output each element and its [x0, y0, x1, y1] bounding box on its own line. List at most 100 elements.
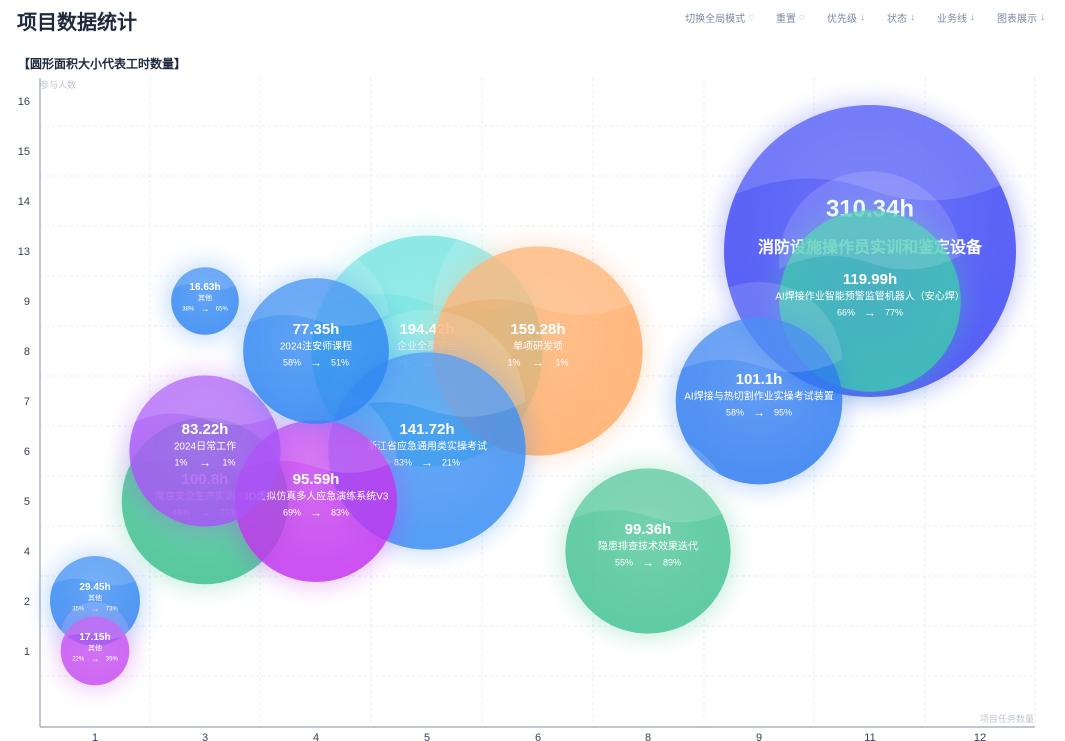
- chevron-down-icon: ↓: [1040, 12, 1045, 23]
- bubble-hours: 17.15h: [79, 632, 110, 643]
- bubble-wave: [60, 601, 130, 640]
- toolbar-item-1[interactable]: 重置 ◌: [776, 10, 805, 25]
- bubble-circle: [171, 267, 239, 335]
- chart-subtitle: 【圆形面积大小代表工时数量】: [18, 57, 187, 71]
- bubble-circle: [675, 317, 843, 485]
- toolbar-item-label: 状态: [887, 14, 907, 25]
- y-tick-label: 1: [24, 646, 30, 658]
- bubble-progress-to: 1%: [555, 357, 568, 367]
- bubble-progress-from: 1%: [507, 357, 520, 367]
- chevron-down-icon: ↓: [910, 12, 915, 23]
- x-tick-label: 9: [756, 732, 762, 741]
- bubble-hours: 141.72h: [399, 421, 454, 438]
- bubble-wave: [433, 201, 643, 315]
- y-axis-label: 参与人数: [40, 79, 76, 90]
- arrow-right-icon: →: [642, 555, 654, 569]
- toolbar: 切换全局模式 ◌ 重置 ◌ 优先级 ↓ 状态 ↓ 业务线 ↓ 图表展示 ↓: [685, 10, 1045, 25]
- bubble-hours: 95.59h: [293, 471, 340, 488]
- arrow-right-icon: →: [864, 305, 876, 319]
- bubble-hours: 101.1h: [736, 371, 783, 388]
- x-tick-label: 5: [424, 732, 430, 741]
- x-tick-label: 8: [645, 732, 651, 741]
- bubble-circle: [60, 616, 130, 686]
- bubble-name: AI焊接与热切割作业实操考试装置: [684, 390, 833, 403]
- toolbar-item-0[interactable]: 切换全局模式 ◌: [685, 10, 754, 25]
- bubble-name: 3D虚拟仿真多人应急演练系统V3: [243, 490, 388, 503]
- bubble-name: 隐患排查技术效果迭代: [598, 540, 698, 553]
- x-tick-label: 4: [313, 732, 319, 741]
- bubble-progress-to: 83%: [331, 507, 349, 517]
- refresh-icon: ◌: [748, 12, 755, 23]
- bubble-progress-to: 51%: [331, 357, 349, 367]
- arrow-right-icon: →: [199, 455, 211, 469]
- toolbar-item-label: 业务线: [937, 14, 967, 25]
- bubble-circle: [565, 468, 731, 634]
- toolbar-item-4[interactable]: 业务线 ↓: [937, 10, 975, 25]
- chevron-down-icon: ↓: [860, 12, 865, 23]
- bubble-progress-from: 58%: [283, 357, 301, 367]
- bubble-hours: 83.22h: [182, 421, 229, 438]
- y-tick-label: 4: [24, 546, 30, 558]
- toolbar-item-label: 切换全局模式: [685, 14, 746, 25]
- bubble[interactable]: 77.35h 2024注安师课程 58% → 51%: [237, 246, 395, 430]
- bubble-progress-from: 83%: [394, 457, 412, 467]
- bubble-name: 2024日常工作: [174, 440, 236, 453]
- x-tick-label: 3: [202, 732, 208, 741]
- reset-icon: ◌: [799, 12, 805, 23]
- toolbar-item-5[interactable]: 图表展示 ↓: [997, 10, 1045, 25]
- y-tick-label: 15: [18, 146, 30, 158]
- bubble-wave: [242, 246, 389, 326]
- bubble[interactable]: 99.36h 隐患排查技术效果迭代 55% → 89%: [559, 433, 737, 640]
- bubble-hours: 16.63h: [189, 282, 220, 293]
- arrow-right-icon: →: [753, 405, 765, 419]
- bubble-name: AI焊接作业智能预警监管机器人（安心焊）: [775, 290, 964, 303]
- bubble-progress-from: 1%: [174, 457, 187, 467]
- bubble-name: 其他: [88, 643, 102, 652]
- toolbar-item-3[interactable]: 状态 ↓: [887, 10, 915, 25]
- bubble-wave: [565, 433, 731, 523]
- bubble-progress-to: 77%: [885, 307, 903, 317]
- bubble-wave: [675, 282, 843, 373]
- x-tick-label: 1: [92, 732, 98, 741]
- bubble-name: 浙江省应急通用类实操考试: [367, 440, 487, 453]
- toolbar-item-label: 重置: [776, 14, 797, 25]
- bubble-progress-from: 22%: [72, 657, 85, 663]
- bubble-circle: [129, 375, 281, 527]
- bubble[interactable]: 101.1h AI焊接与热切割作业实操考试装置 58% → 95%: [669, 282, 849, 491]
- bubble-progress-from: 66%: [837, 307, 855, 317]
- bubble-progress-from: 55%: [615, 557, 633, 567]
- bubble-name: 2024注安师课程: [280, 340, 352, 353]
- bubble-progress-from: 35%: [72, 607, 85, 613]
- bubble-progress-to: 65%: [216, 307, 229, 313]
- x-tick-label: 11: [864, 732, 875, 741]
- y-tick-label: 13: [18, 246, 30, 258]
- toolbar-item-label: 图表展示: [997, 14, 1037, 25]
- bubble-progress-to: 73%: [106, 607, 119, 613]
- y-tick-label: 5: [24, 496, 30, 508]
- bubble-progress-from: 38%: [182, 307, 195, 313]
- x-tick-label: 12: [974, 732, 986, 741]
- bubble-wave: [49, 536, 140, 586]
- arrow-right-icon: →: [532, 355, 544, 369]
- toolbar-item-2[interactable]: 优先级 ↓: [827, 10, 865, 25]
- bubble-progress-to: 35%: [106, 657, 119, 663]
- bubble-progress-from: 58%: [726, 407, 744, 417]
- y-tick-label: 2: [24, 596, 30, 608]
- bubble-wave: [778, 171, 961, 270]
- page-title: 项目数据统计: [17, 12, 137, 34]
- y-tick-label: 16: [18, 96, 30, 108]
- y-tick-label: 14: [18, 196, 30, 208]
- bubble[interactable]: 83.22h 2024日常工作 1% → 1%: [123, 343, 287, 533]
- arrow-right-icon: →: [91, 604, 100, 614]
- arrow-right-icon: →: [201, 304, 210, 314]
- bubble-wave: [171, 252, 239, 290]
- bubble-hours: 99.36h: [625, 521, 672, 538]
- arrow-right-icon: →: [91, 654, 100, 664]
- y-tick-label: 9: [24, 296, 30, 308]
- bubble-hours: 159.28h: [510, 321, 565, 338]
- bubble-hours: 119.99h: [843, 271, 897, 288]
- bubble-progress-to: 89%: [663, 557, 681, 567]
